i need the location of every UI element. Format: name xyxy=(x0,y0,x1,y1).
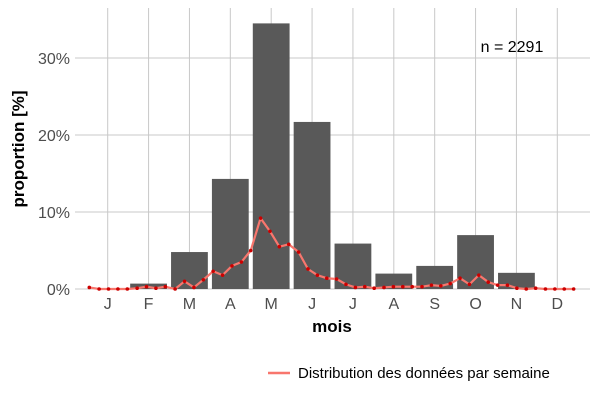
x-tick-label: F xyxy=(144,296,154,313)
y-tick-labels: 0% 10% 20% 30% xyxy=(38,51,70,299)
weekly-point xyxy=(230,264,234,268)
weekly-point xyxy=(448,281,453,286)
bar xyxy=(211,178,249,289)
weekly-point xyxy=(382,285,386,290)
weekly-point xyxy=(372,286,376,291)
sample-size-annotation: n = 2291 xyxy=(481,39,544,56)
weekly-point xyxy=(543,287,548,291)
x-tick-label: D xyxy=(552,296,564,313)
weekly-point xyxy=(515,286,519,291)
weekly-point xyxy=(458,276,462,281)
x-tick-label: N xyxy=(511,296,523,313)
weekly-point xyxy=(173,287,177,291)
weekly-point xyxy=(87,285,92,290)
weekly-point xyxy=(562,287,567,291)
weekly-point xyxy=(258,216,263,220)
weekly-point xyxy=(211,269,215,274)
weekly-point xyxy=(315,273,320,277)
weekly-point xyxy=(277,244,282,249)
bar xyxy=(252,23,290,290)
x-tick-label: A xyxy=(225,296,236,313)
weekly-point xyxy=(306,267,310,271)
x-tick-label: M xyxy=(183,296,196,313)
x-tick-label: S xyxy=(429,296,440,313)
weekly-point xyxy=(182,279,187,284)
weekly-line xyxy=(89,217,574,291)
weekly-point xyxy=(144,284,149,289)
bar xyxy=(293,121,331,289)
y-axis-title: proportion [%] xyxy=(9,90,28,207)
weekly-point xyxy=(296,250,301,254)
bar xyxy=(171,252,208,289)
weekly-point xyxy=(477,273,481,277)
y-tick-label: 0% xyxy=(47,282,70,299)
weekly-point xyxy=(201,277,206,282)
weekly-point xyxy=(362,284,367,289)
legend: Distribution des données par semaine xyxy=(268,365,550,382)
weekly-point xyxy=(286,242,291,247)
weekly-point xyxy=(467,282,472,287)
weekly-point xyxy=(439,284,443,288)
x-axis-title: mois xyxy=(312,317,352,336)
y-tick-label: 20% xyxy=(38,128,70,145)
weekly-line-layer xyxy=(87,216,576,291)
weekly-point xyxy=(154,286,158,291)
weekly-point xyxy=(334,277,339,281)
weekly-point xyxy=(163,284,168,289)
weekly-point xyxy=(239,260,244,264)
y-tick-label: 10% xyxy=(38,205,70,222)
weekly-point xyxy=(220,273,225,277)
weekly-point xyxy=(135,286,139,291)
weekly-point xyxy=(324,276,329,281)
x-tick-label: M xyxy=(265,296,278,313)
y-tick-label: 30% xyxy=(38,51,70,68)
weekly-point xyxy=(495,283,500,287)
x-tick-label: A xyxy=(388,296,399,313)
weekly-point xyxy=(553,287,557,291)
weekly-point xyxy=(116,287,120,291)
bar-layer xyxy=(130,23,535,290)
x-tick-label: J xyxy=(349,296,357,313)
weekly-point xyxy=(353,285,358,290)
weekly-point xyxy=(192,285,196,290)
x-tick-label: J xyxy=(308,296,316,313)
x-tick-label: J xyxy=(104,296,112,313)
legend-label: Distribution des données par semaine xyxy=(298,365,550,382)
weekly-point xyxy=(420,284,424,289)
weekly-point xyxy=(505,283,510,287)
weekly-point xyxy=(401,284,405,289)
weekly-point xyxy=(97,287,101,291)
weekly-point xyxy=(248,248,253,253)
weekly-point xyxy=(391,284,396,289)
weekly-point xyxy=(524,287,529,291)
weekly-point xyxy=(571,287,576,291)
bar xyxy=(416,265,454,289)
weekly-point xyxy=(125,287,130,291)
weekly-point xyxy=(410,284,415,289)
weekly-point xyxy=(106,287,111,291)
weekly-point xyxy=(268,229,272,234)
weekly-point xyxy=(344,282,348,287)
weekly-point xyxy=(533,286,538,291)
weekly-point xyxy=(486,280,491,284)
weekly-point xyxy=(429,283,434,287)
x-tick-label: O xyxy=(469,296,481,313)
